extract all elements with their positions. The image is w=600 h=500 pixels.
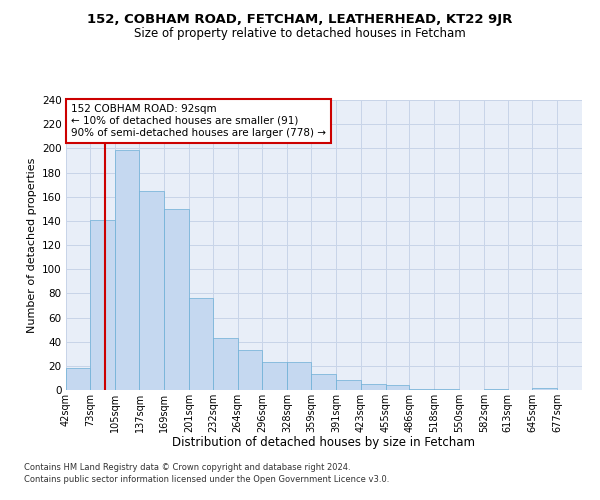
Bar xyxy=(164,209,189,390)
Bar xyxy=(90,220,115,390)
Bar xyxy=(532,388,557,390)
Text: Size of property relative to detached houses in Fetcham: Size of property relative to detached ho… xyxy=(134,28,466,40)
Bar xyxy=(434,389,459,390)
Bar xyxy=(66,368,90,390)
Bar xyxy=(409,389,434,390)
Bar xyxy=(484,389,508,390)
Bar xyxy=(189,298,213,390)
Bar xyxy=(238,350,262,390)
Bar xyxy=(311,374,336,390)
Text: 152, COBHAM ROAD, FETCHAM, LEATHERHEAD, KT22 9JR: 152, COBHAM ROAD, FETCHAM, LEATHERHEAD, … xyxy=(88,12,512,26)
Text: Contains HM Land Registry data © Crown copyright and database right 2024.: Contains HM Land Registry data © Crown c… xyxy=(24,464,350,472)
Text: Distribution of detached houses by size in Fetcham: Distribution of detached houses by size … xyxy=(173,436,476,449)
Text: 152 COBHAM ROAD: 92sqm
← 10% of detached houses are smaller (91)
90% of semi-det: 152 COBHAM ROAD: 92sqm ← 10% of detached… xyxy=(71,104,326,138)
Bar xyxy=(287,362,311,390)
Bar xyxy=(361,384,386,390)
Bar xyxy=(262,362,287,390)
Y-axis label: Number of detached properties: Number of detached properties xyxy=(26,158,37,332)
Bar xyxy=(386,385,409,390)
Text: Contains public sector information licensed under the Open Government Licence v3: Contains public sector information licen… xyxy=(24,474,389,484)
Bar xyxy=(139,190,164,390)
Bar xyxy=(336,380,361,390)
Bar xyxy=(213,338,238,390)
Bar xyxy=(115,150,139,390)
